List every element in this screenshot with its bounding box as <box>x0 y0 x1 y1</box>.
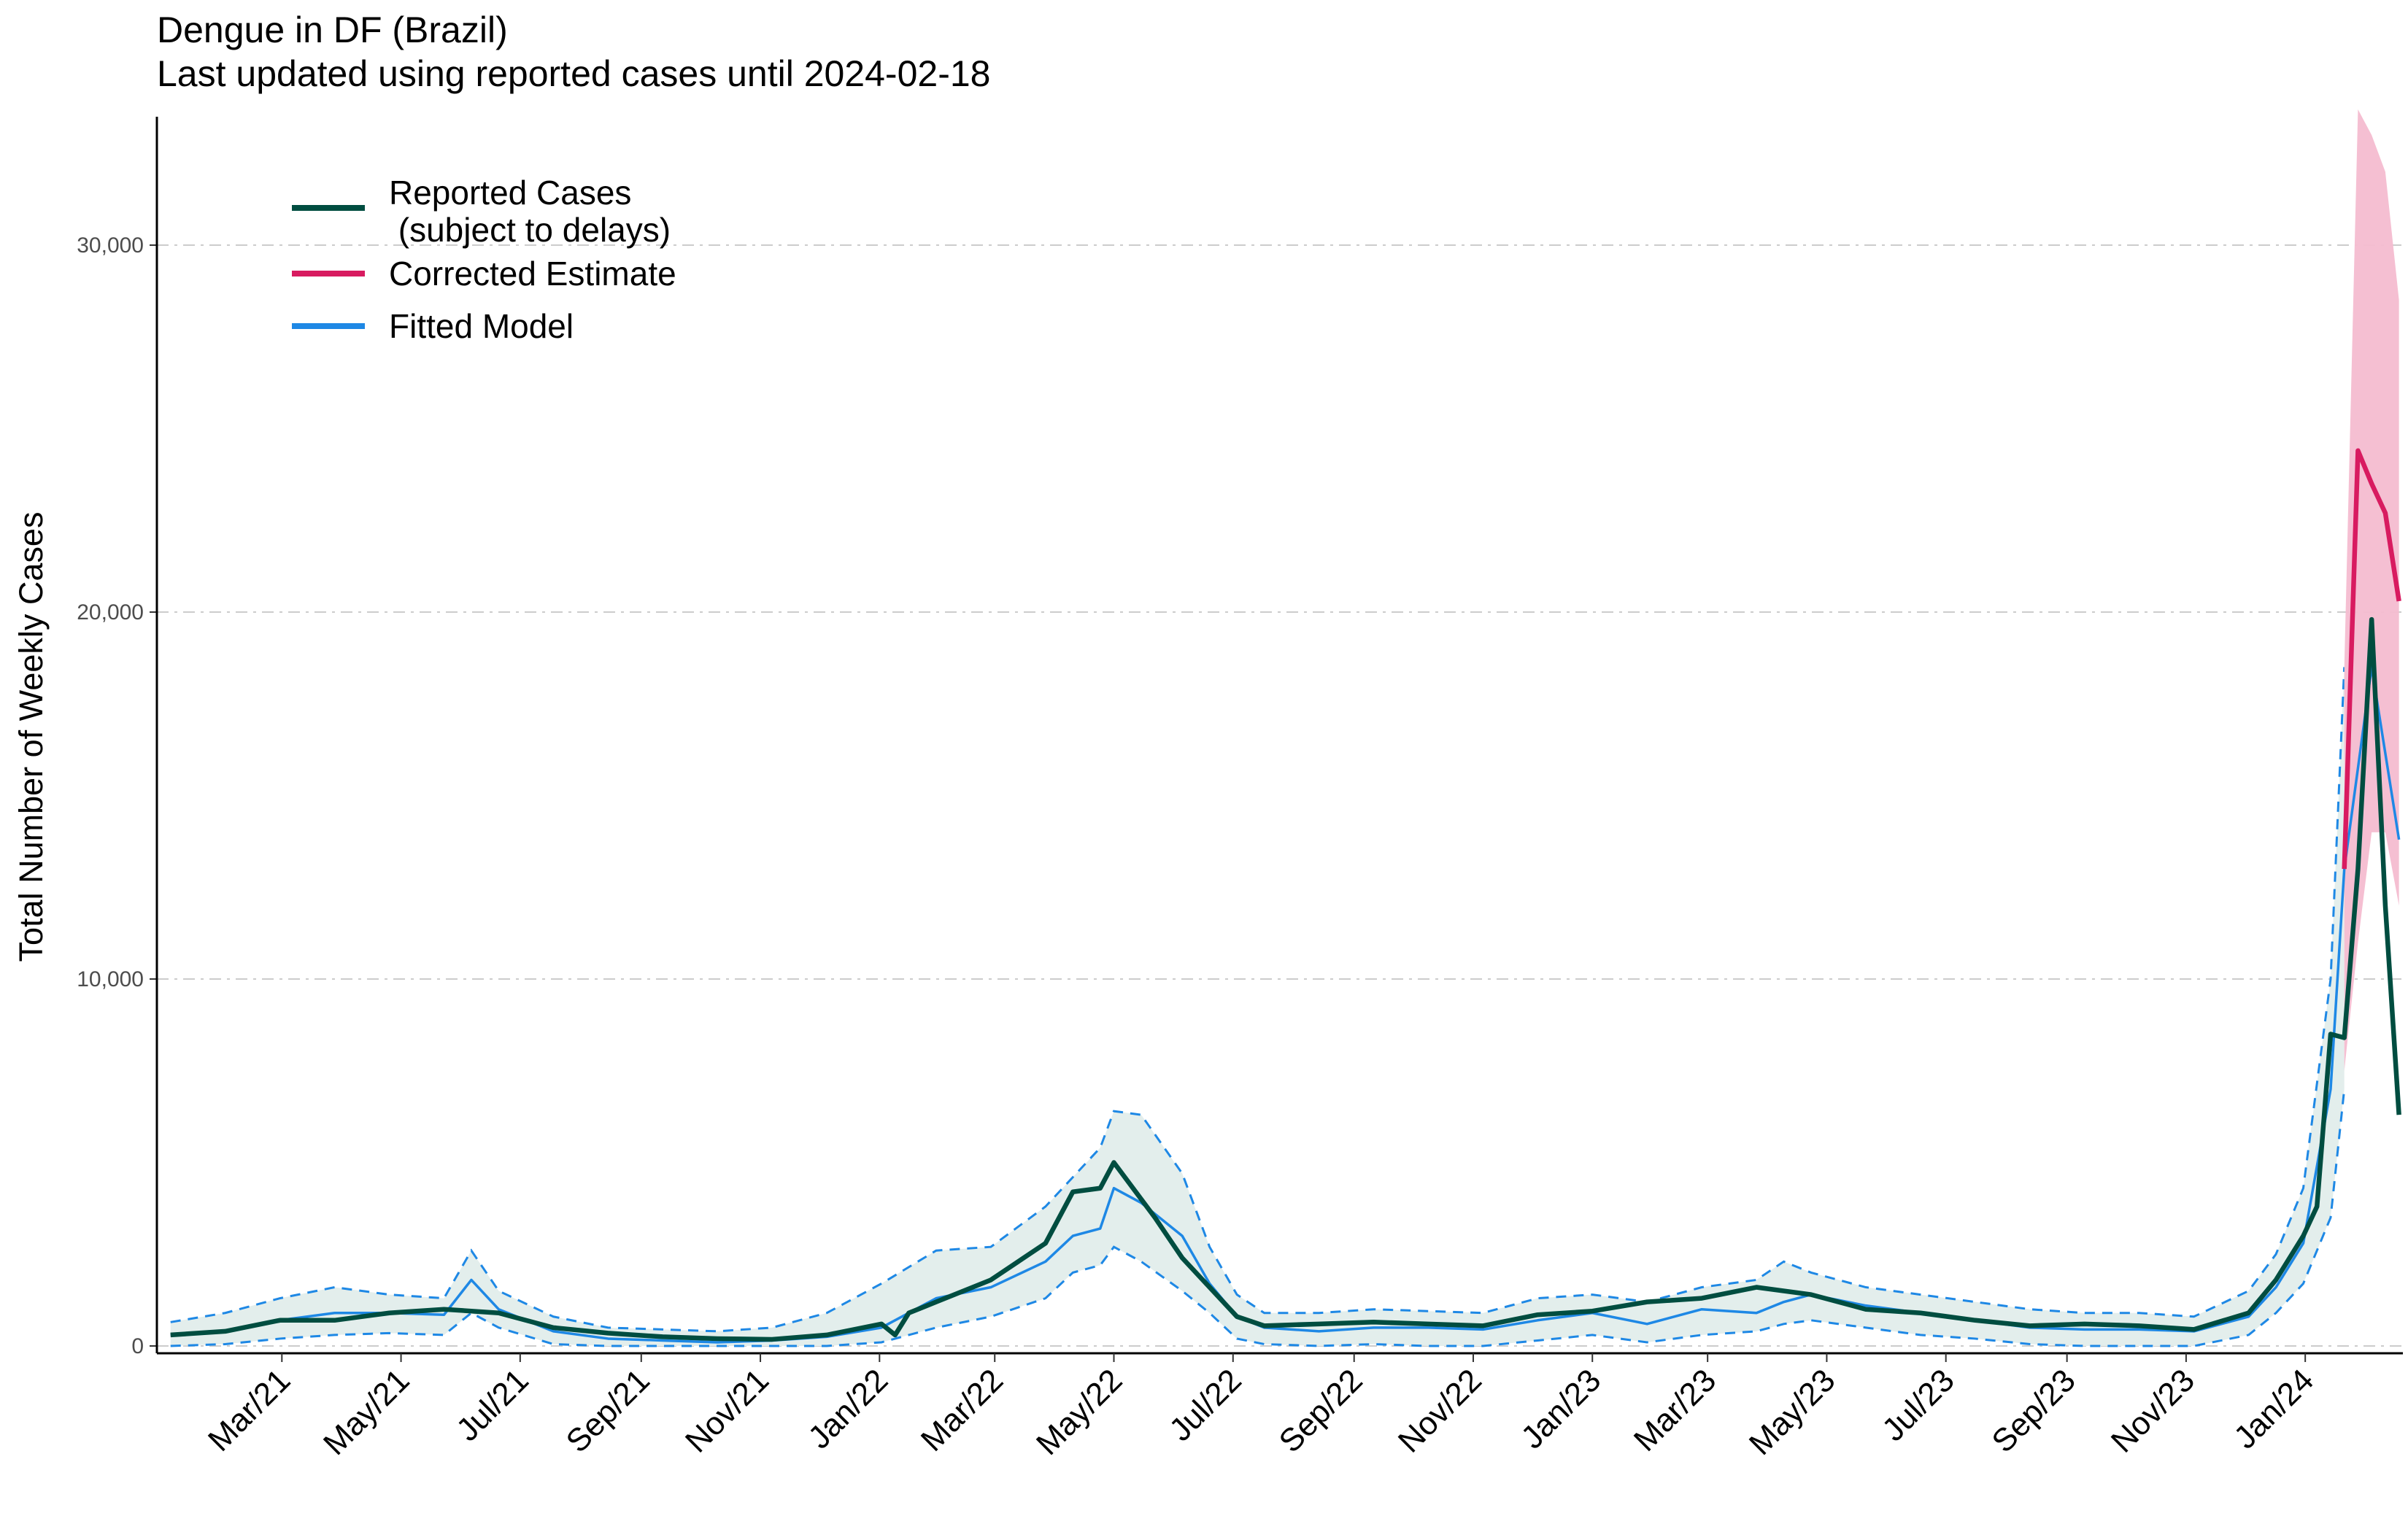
fitted-band-upper <box>170 667 2346 1333</box>
x-tick-label: Jan/22 <box>801 1362 895 1455</box>
legend-label-corrected: Corrected Estimate <box>389 255 676 293</box>
x-tick-label: Jul/23 <box>1875 1362 1961 1448</box>
x-tick-label: Nov/23 <box>2104 1362 2201 1459</box>
series-lines <box>170 448 2401 1344</box>
x-tick-label: Sep/22 <box>1273 1362 1370 1459</box>
reported-cases-line <box>170 616 2401 1342</box>
x-tick-label: Mar/23 <box>1627 1362 1723 1458</box>
grid-lines <box>157 244 2403 1347</box>
fitted-band-area <box>170 667 2345 1346</box>
x-tick-label: Mar/21 <box>201 1362 297 1458</box>
x-tick-label: Jan/24 <box>2227 1362 2320 1455</box>
x-tick-label: May/21 <box>317 1362 417 1462</box>
legend-label-reported: Reported Cases <box>389 174 631 212</box>
x-tick-label: Jul/21 <box>449 1362 536 1448</box>
x-tick-label: May/23 <box>1743 1362 1842 1462</box>
chart-title: Dengue in DF (Brazil) <box>157 9 508 50</box>
y-tick-label: 30,000 <box>77 233 144 258</box>
y-axis-label: Total Number of Weekly Cases <box>12 512 50 962</box>
x-tick-label: Sep/23 <box>1985 1362 2082 1459</box>
fitted-model-line <box>170 665 2401 1344</box>
legend-label-reported-note: (subject to delays) <box>389 211 671 249</box>
legend: Reported Cases (subject to delays) Corre… <box>292 174 676 345</box>
confidence-bands <box>170 109 2399 1347</box>
x-tick-label: Nov/22 <box>1392 1362 1489 1459</box>
x-tick-label: Jan/23 <box>1514 1362 1608 1455</box>
x-tick-label: Nov/21 <box>679 1362 776 1459</box>
x-tick-label: Mar/22 <box>914 1362 1010 1458</box>
x-tick-label: Sep/21 <box>560 1362 657 1459</box>
corrected-estimate-line <box>2342 448 2401 870</box>
y-tick-label: 0 <box>131 1334 144 1358</box>
fitted-band-lower <box>170 1088 2346 1347</box>
chart-subtitle: Last updated using reported cases until … <box>157 53 990 94</box>
y-tick-label: 20,000 <box>77 600 144 624</box>
x-tick-label: Jul/22 <box>1162 1362 1249 1448</box>
legend-label-fitted: Fitted Model <box>389 307 574 345</box>
x-tick-label: May/22 <box>1030 1362 1130 1462</box>
y-tick-label: 10,000 <box>77 967 144 991</box>
